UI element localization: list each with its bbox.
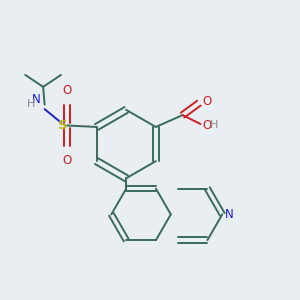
Text: S: S [58,119,68,132]
Text: N: N [225,208,234,221]
Text: O: O [202,119,211,132]
Text: N: N [32,93,41,106]
Text: H: H [27,99,36,109]
Text: O: O [62,84,71,97]
Text: O: O [62,154,71,167]
Text: O: O [202,95,212,108]
Text: H: H [210,121,219,130]
